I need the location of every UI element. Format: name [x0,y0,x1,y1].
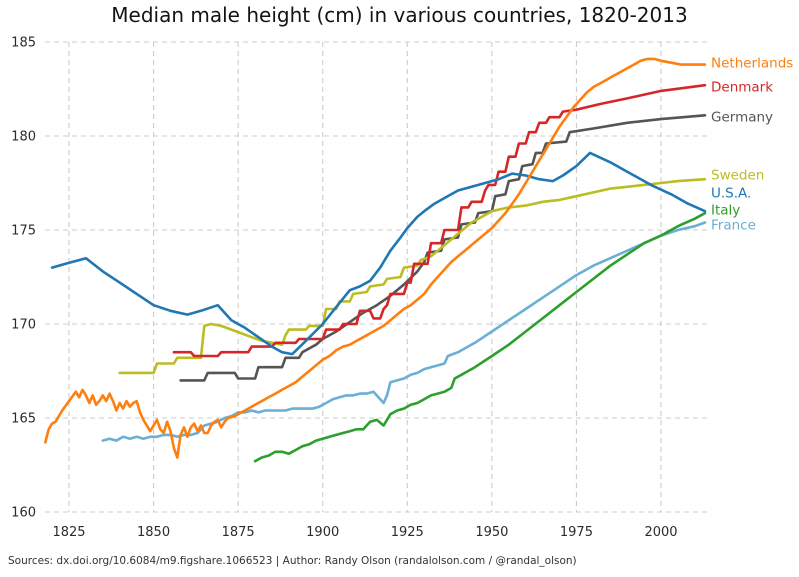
series-label-germany: Germany [711,110,773,126]
x-tick-label: 1975 [560,525,593,540]
series-line-italy [253,211,707,463]
x-tick-label: 1925 [391,525,424,540]
y-tick-label: 180 [11,130,36,145]
series-line-netherlands [43,57,707,459]
series-line-usa [50,151,707,356]
series-line-denmark [172,83,707,358]
source-credit: Sources: dx.doi.org/10.6084/m9.figshare.… [8,555,577,567]
y-tick-label: 170 [11,318,36,333]
series-label-netherlands: Netherlands [711,56,793,72]
series-label-usa: U.S.A. [711,186,751,202]
y-tick-label: 160 [11,506,36,521]
y-tick-label: 165 [11,412,36,427]
x-tick-label: 1950 [475,525,508,540]
series-label-france: France [711,218,756,234]
series-line-sweden [118,177,707,375]
y-tick-label: 175 [11,224,36,239]
x-tick-label: 1900 [306,525,339,540]
x-tick-label: 1825 [52,525,85,540]
x-tick-label: 1850 [137,525,170,540]
series-line-germany [179,114,707,382]
chart-title: Median male height (cm) in various count… [111,3,688,27]
y-tick-label: 185 [11,36,36,51]
series-label-sweden: Sweden [711,168,764,184]
x-tick-label: 1875 [222,525,255,540]
series-label-italy: Italy [711,203,740,219]
x-tick-label: 2000 [644,525,677,540]
series-label-denmark: Denmark [711,80,773,96]
